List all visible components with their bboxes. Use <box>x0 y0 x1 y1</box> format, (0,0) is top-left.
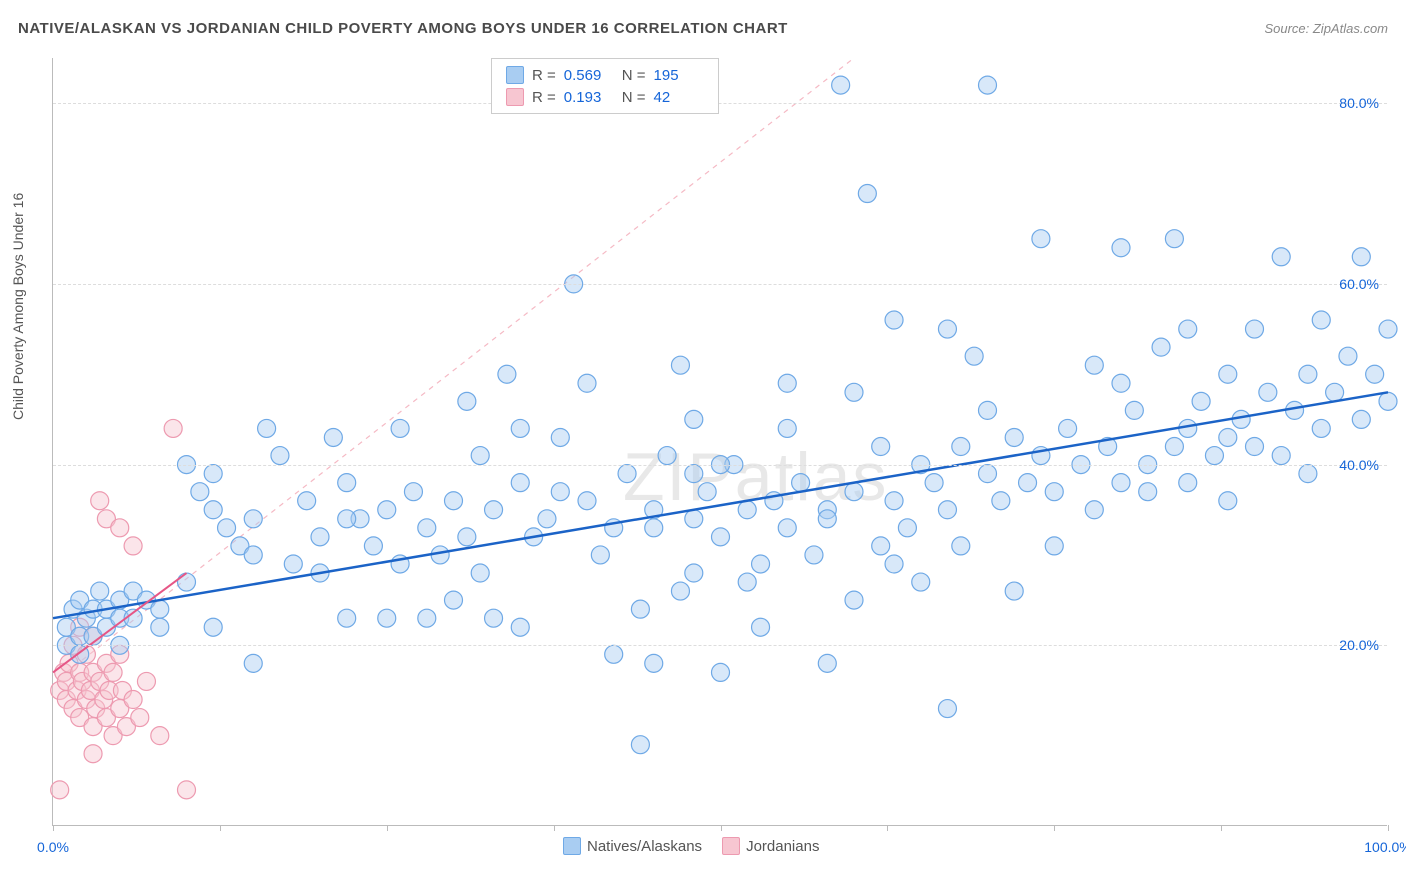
gridline <box>53 645 1387 646</box>
scatter-plot-svg <box>53 58 1387 825</box>
n-value-blue: 195 <box>654 67 704 84</box>
r-label: R = <box>532 89 556 106</box>
xtick-mark <box>387 825 388 831</box>
legend-label-blue: Natives/Alaskans <box>587 838 702 855</box>
ytick-label: 80.0% <box>1339 95 1379 111</box>
stat-row-pink: R = 0.193 N = 42 <box>506 86 704 108</box>
r-value-pink: 0.193 <box>564 89 614 106</box>
r-label: R = <box>532 67 556 84</box>
legend-item-blue: Natives/Alaskans <box>563 837 702 855</box>
r-value-blue: 0.569 <box>564 67 614 84</box>
bottom-legend: Natives/Alaskans Jordanians <box>563 837 819 855</box>
ytick-label: 20.0% <box>1339 637 1379 653</box>
ytick-label: 40.0% <box>1339 457 1379 473</box>
stat-swatch-blue <box>506 66 524 84</box>
xtick-mark <box>220 825 221 831</box>
chart-plot-area: ZIPatlas R = 0.569 N = 195 R = 0.193 N =… <box>52 58 1387 826</box>
correlation-stats-box: R = 0.569 N = 195 R = 0.193 N = 42 <box>491 58 719 114</box>
legend-label-pink: Jordanians <box>746 838 819 855</box>
n-value-pink: 42 <box>654 89 704 106</box>
legend-swatch-pink <box>722 837 740 855</box>
gridline <box>53 284 1387 285</box>
gridline <box>53 465 1387 466</box>
ytick-label: 60.0% <box>1339 276 1379 292</box>
gridline <box>53 103 1387 104</box>
xtick-mark <box>53 825 54 831</box>
chart-title: NATIVE/ALASKAN VS JORDANIAN CHILD POVERT… <box>18 20 788 37</box>
n-label: N = <box>622 67 646 84</box>
xtick-mark <box>1221 825 1222 831</box>
xtick-mark <box>1388 825 1389 831</box>
xtick-mark <box>721 825 722 831</box>
y-axis-label: Child Poverty Among Boys Under 16 <box>10 193 26 420</box>
source-label: Source: ZipAtlas.com <box>1264 21 1388 36</box>
xtick-mark <box>1054 825 1055 831</box>
stat-swatch-pink <box>506 88 524 106</box>
xtick-label: 0.0% <box>37 839 69 855</box>
xtick-label: 100.0% <box>1364 839 1406 855</box>
legend-swatch-blue <box>563 837 581 855</box>
n-label: N = <box>622 89 646 106</box>
legend-item-pink: Jordanians <box>722 837 819 855</box>
xtick-mark <box>887 825 888 831</box>
stat-row-blue: R = 0.569 N = 195 <box>506 64 704 86</box>
xtick-mark <box>554 825 555 831</box>
